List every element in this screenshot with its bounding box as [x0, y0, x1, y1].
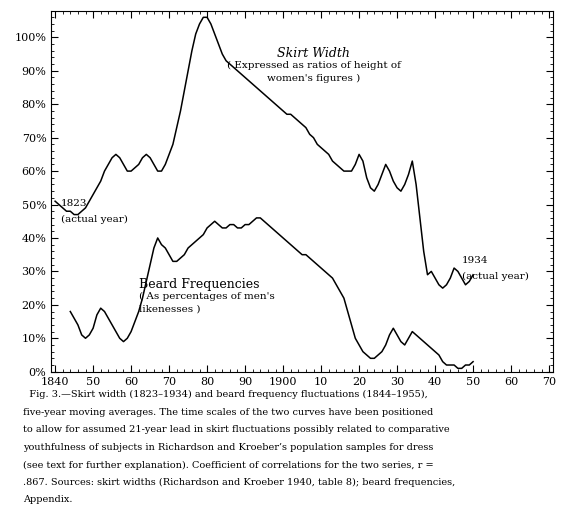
Text: youthfulness of subjects in Richardson and Kroeber’s population samples for dres: youthfulness of subjects in Richardson a…	[23, 443, 433, 452]
Text: 1934: 1934	[462, 256, 488, 265]
Text: (see text for further explanation). Coefficient of correlations for the two seri: (see text for further explanation). Coef…	[23, 460, 433, 469]
Text: Skirt Width: Skirt Width	[277, 47, 350, 61]
Text: 1823: 1823	[61, 199, 87, 208]
Text: ( Expressed as ratios of height of: ( Expressed as ratios of height of	[226, 61, 401, 70]
Text: .867. Sources: skirt widths (Richardson and Kroeber 1940, table 8); beard freque: .867. Sources: skirt widths (Richardson …	[23, 478, 455, 487]
Text: women's figures ): women's figures )	[267, 74, 360, 83]
Text: five-year moving averages. The time scales of the two curves have been positione: five-year moving averages. The time scal…	[23, 408, 433, 417]
Text: Beard Frequencies: Beard Frequencies	[139, 278, 259, 291]
Text: likenesses ): likenesses )	[139, 305, 200, 314]
Text: Appendix.: Appendix.	[23, 495, 72, 504]
Text: (actual year): (actual year)	[61, 215, 128, 224]
Text: (actual year): (actual year)	[462, 271, 528, 280]
Text: to allow for assumed 21-year lead in skirt fluctuations possibly related to comp: to allow for assumed 21-year lead in ski…	[23, 425, 449, 434]
Text: ( As percentages of men's: ( As percentages of men's	[139, 292, 274, 301]
Text: Fig. 3.—Skirt width (1823–1934) and beard frequency fluctuations (1844–1955),: Fig. 3.—Skirt width (1823–1934) and bear…	[23, 390, 428, 399]
